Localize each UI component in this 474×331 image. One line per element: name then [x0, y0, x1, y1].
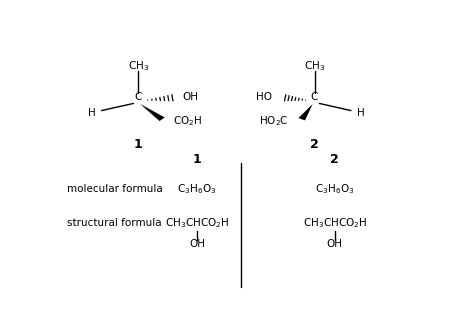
Text: CH$_3$CHCO$_2$H: CH$_3$CHCO$_2$H [302, 216, 367, 230]
Text: C: C [135, 92, 142, 102]
Text: CH$_3$CHCO$_2$H: CH$_3$CHCO$_2$H [165, 216, 229, 230]
Text: CH$_3$: CH$_3$ [128, 60, 149, 73]
Text: structural formula: structural formula [66, 218, 161, 228]
Text: CH$_3$: CH$_3$ [304, 60, 325, 73]
Text: 2: 2 [310, 138, 319, 151]
Text: H: H [357, 108, 365, 118]
Polygon shape [299, 104, 313, 120]
Text: 1: 1 [192, 153, 201, 166]
Text: 2: 2 [330, 153, 339, 166]
Text: OH: OH [189, 239, 205, 249]
Text: molecular formula: molecular formula [66, 184, 163, 194]
Text: C$_3$H$_6$O$_3$: C$_3$H$_6$O$_3$ [177, 182, 217, 196]
Text: C$_3$H$_6$O$_3$: C$_3$H$_6$O$_3$ [315, 182, 355, 196]
Text: 1: 1 [134, 138, 143, 151]
Text: OH: OH [182, 92, 198, 102]
Text: HO$_2$C: HO$_2$C [259, 115, 289, 128]
Text: HO: HO [256, 92, 272, 102]
Text: C: C [311, 92, 318, 102]
Text: CO$_2$H: CO$_2$H [173, 115, 202, 128]
Text: H: H [88, 108, 96, 118]
Text: OH: OH [327, 239, 343, 249]
Polygon shape [140, 104, 164, 121]
